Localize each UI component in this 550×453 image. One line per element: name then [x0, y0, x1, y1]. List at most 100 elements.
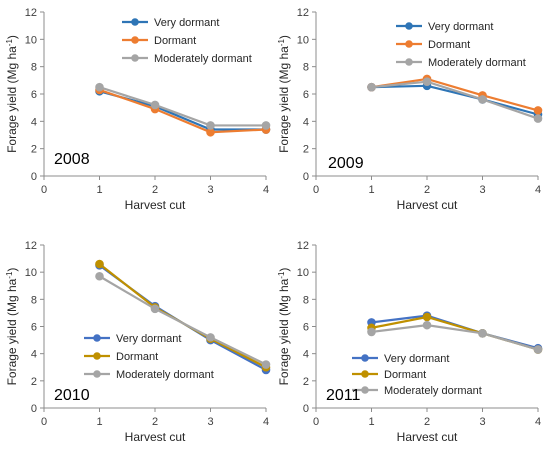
data-point [478, 328, 487, 338]
y-tick-label: 6 [31, 89, 37, 101]
y-tick-label: 0 [303, 171, 309, 183]
y-tick-label: 2 [303, 144, 309, 156]
legend-swatch-marker [131, 54, 139, 62]
y-tick-label: 2 [31, 144, 37, 156]
legend: Very dormant Dormant Moderately dormant [84, 333, 214, 381]
y-axis-title-close: ) [277, 268, 291, 272]
x-tick-label: 0 [41, 184, 47, 196]
data-point [367, 327, 376, 337]
y-tick-label: 10 [297, 267, 309, 279]
legend-swatch-marker [405, 58, 413, 66]
data-point [95, 259, 104, 269]
y-axis-title-main: Forage yield (Mg ha [277, 278, 291, 385]
legend-entry-label: Very dormant [428, 21, 493, 33]
y-axis-title: Forage yield (Mg ha-1) [5, 268, 19, 386]
x-tick-label: 3 [479, 416, 485, 428]
series-line-moderately-dormant [99, 86, 266, 127]
data-point [422, 320, 432, 330]
data-point [533, 106, 543, 115]
y-axis-title-close: ) [277, 35, 291, 39]
data-point [478, 95, 487, 104]
legend-swatch-marker [361, 386, 369, 394]
x-tick-label: 1 [368, 184, 374, 196]
legend-entry-label: Dormant [116, 351, 158, 363]
y-tick-label: 4 [303, 116, 309, 128]
y-tick-label: 8 [303, 62, 309, 74]
data-point [422, 312, 432, 322]
legend: Very dormant Dormant Moderately dormant [122, 17, 252, 65]
data-point [150, 304, 160, 314]
legend-swatch-marker [93, 370, 101, 378]
x-axis-title: Harvest cut [125, 430, 186, 444]
legend-entry-label: Moderately dormant [116, 369, 214, 381]
legend-swatch-marker [93, 352, 101, 360]
x-tick-label: 0 [313, 416, 319, 428]
legend-swatch-marker [93, 334, 101, 342]
series-line-moderately-dormant [371, 80, 539, 120]
x-axis-title: Harvest cut [397, 198, 458, 212]
legend-swatch-marker [405, 22, 413, 30]
legend-entry-label: Moderately dormant [384, 385, 482, 397]
x-tick-label: 2 [152, 416, 158, 428]
y-tick-label: 10 [25, 34, 37, 46]
series-line-dormant [371, 315, 539, 351]
x-tick-label: 0 [313, 184, 319, 196]
y-axis-title: Forage yield (Mg ha-1) [277, 35, 291, 153]
legend-entry-label: Very dormant [116, 333, 181, 345]
legend-swatch-marker [131, 18, 139, 26]
y-tick-label: 6 [31, 322, 37, 334]
data-point [261, 360, 271, 369]
y-axis-title-main: Forage yield (Mg ha [5, 46, 19, 153]
x-tick-label: 3 [479, 184, 485, 196]
x-tick-label: 2 [424, 184, 430, 196]
legend-entry-label: Very dormant [154, 17, 219, 29]
data-point [95, 271, 104, 281]
y-axis-title-superscript: -1 [277, 39, 286, 47]
data-point [422, 77, 432, 86]
legend-entry-label: Dormant [154, 35, 196, 47]
series-line-very-dormant [99, 90, 266, 131]
x-tick-label: 3 [207, 416, 213, 428]
data-point [95, 82, 104, 92]
y-axis-title-close: ) [5, 35, 19, 39]
y-tick-label: 12 [297, 7, 309, 19]
x-tick-label: 0 [41, 416, 47, 428]
legend-entry-label: Moderately dormant [154, 53, 252, 65]
x-axis-title: Harvest cut [397, 430, 458, 444]
y-axis-title: Forage yield (Mg ha-1) [5, 35, 19, 153]
legend-swatch-marker [405, 40, 413, 48]
legend: Very dormant Dormant Moderately dormant [352, 353, 482, 397]
y-tick-label: 0 [303, 403, 309, 415]
legend: Very dormant Dormant Moderately dormant [396, 21, 526, 69]
legend-entry-label: Very dormant [384, 353, 449, 365]
y-tick-label: 4 [31, 116, 37, 128]
y-tick-label: 6 [303, 89, 309, 101]
data-point [261, 121, 271, 130]
y-tick-label: 10 [297, 34, 309, 46]
x-axis-title: Harvest cut [125, 198, 186, 212]
x-tick-label: 4 [535, 184, 541, 196]
y-tick-label: 8 [303, 294, 309, 306]
data-point [367, 82, 376, 92]
x-tick-label: 4 [263, 184, 269, 196]
x-tick-label: 1 [96, 184, 102, 196]
series-line-dormant [371, 77, 539, 112]
x-tick-label: 2 [152, 184, 158, 196]
data-point [533, 114, 543, 123]
series-line-very-dormant [371, 84, 539, 116]
y-tick-label: 8 [31, 62, 37, 74]
x-tick-label: 1 [368, 416, 374, 428]
y-tick-label: 2 [31, 376, 37, 388]
legend-swatch-marker [361, 354, 369, 362]
legend-swatch-marker [361, 370, 369, 378]
panel-year-label: 2011 [326, 387, 361, 404]
y-tick-label: 12 [25, 7, 37, 19]
x-tick-label: 3 [207, 184, 213, 196]
y-axis-title-close: ) [5, 268, 19, 272]
legend-entry-label: Dormant [428, 39, 470, 51]
